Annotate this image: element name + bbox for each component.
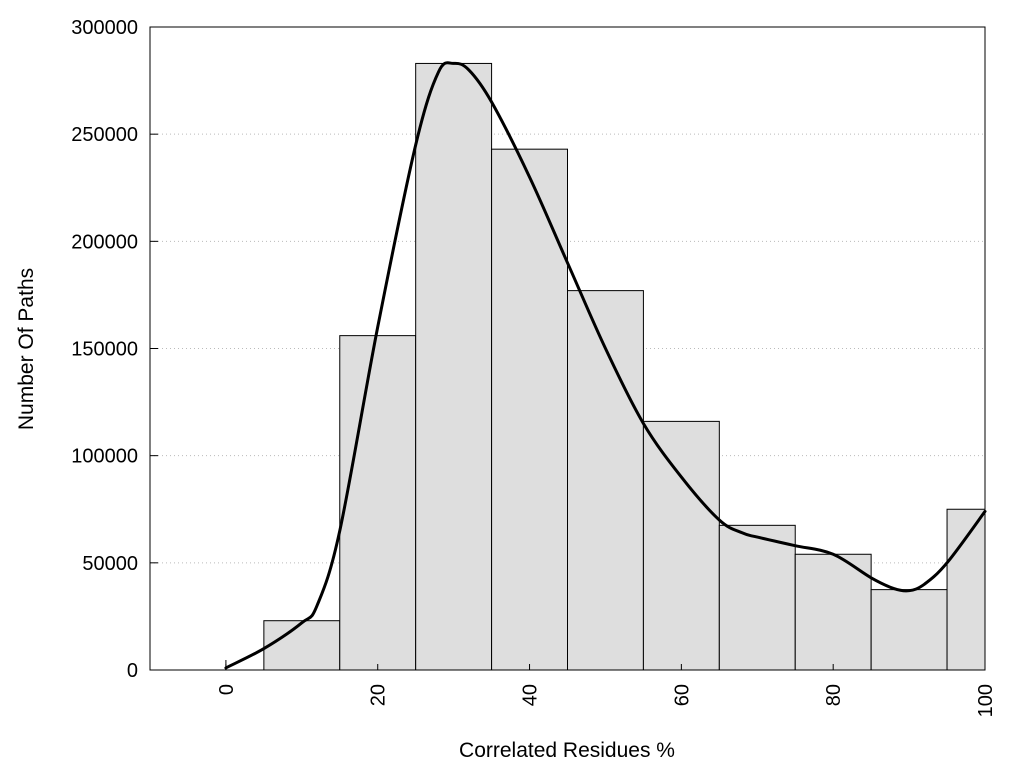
- y-tick-label: 250000: [71, 124, 138, 146]
- histogram-bar: [642, 420, 720, 671]
- histogram-bar: [263, 620, 341, 671]
- histogram-bar: [567, 290, 644, 671]
- bars-layer: [225, 62, 986, 671]
- x-axis-title: Correlated Residues %: [459, 739, 675, 762]
- histogram-bar: [718, 524, 796, 671]
- x-tick-label: 60: [671, 684, 693, 706]
- x-tick-label: 100: [975, 684, 997, 717]
- y-axis-title: Number Of Paths: [15, 268, 38, 430]
- ticks-layer: 0 50000 100000 150000 200000 250000 300000 0 20 4…: [71, 17, 997, 717]
- x-tick-label: 0: [216, 684, 238, 695]
- histogram-bar: [794, 553, 872, 671]
- x-tick-label: 80: [823, 684, 845, 706]
- density-curve: [224, 61, 987, 670]
- y-tick-label: 200000: [71, 231, 138, 253]
- histogram-bar: [870, 589, 948, 671]
- x-tick-label: 40: [520, 684, 542, 706]
- y-tick-label: 300000: [71, 17, 138, 39]
- histogram-bar: [946, 508, 986, 671]
- histogram-bar: [415, 62, 493, 671]
- y-tick-label: 0: [127, 660, 138, 682]
- histogram-bar: [491, 148, 568, 671]
- y-tick-label: 150000: [71, 339, 138, 361]
- histogram-bar: [339, 335, 417, 671]
- curve-layer: [224, 61, 987, 670]
- x-tick-label: 20: [368, 684, 390, 706]
- y-tick-label: 100000: [71, 446, 138, 468]
- y-tick-label: 50000: [82, 553, 138, 575]
